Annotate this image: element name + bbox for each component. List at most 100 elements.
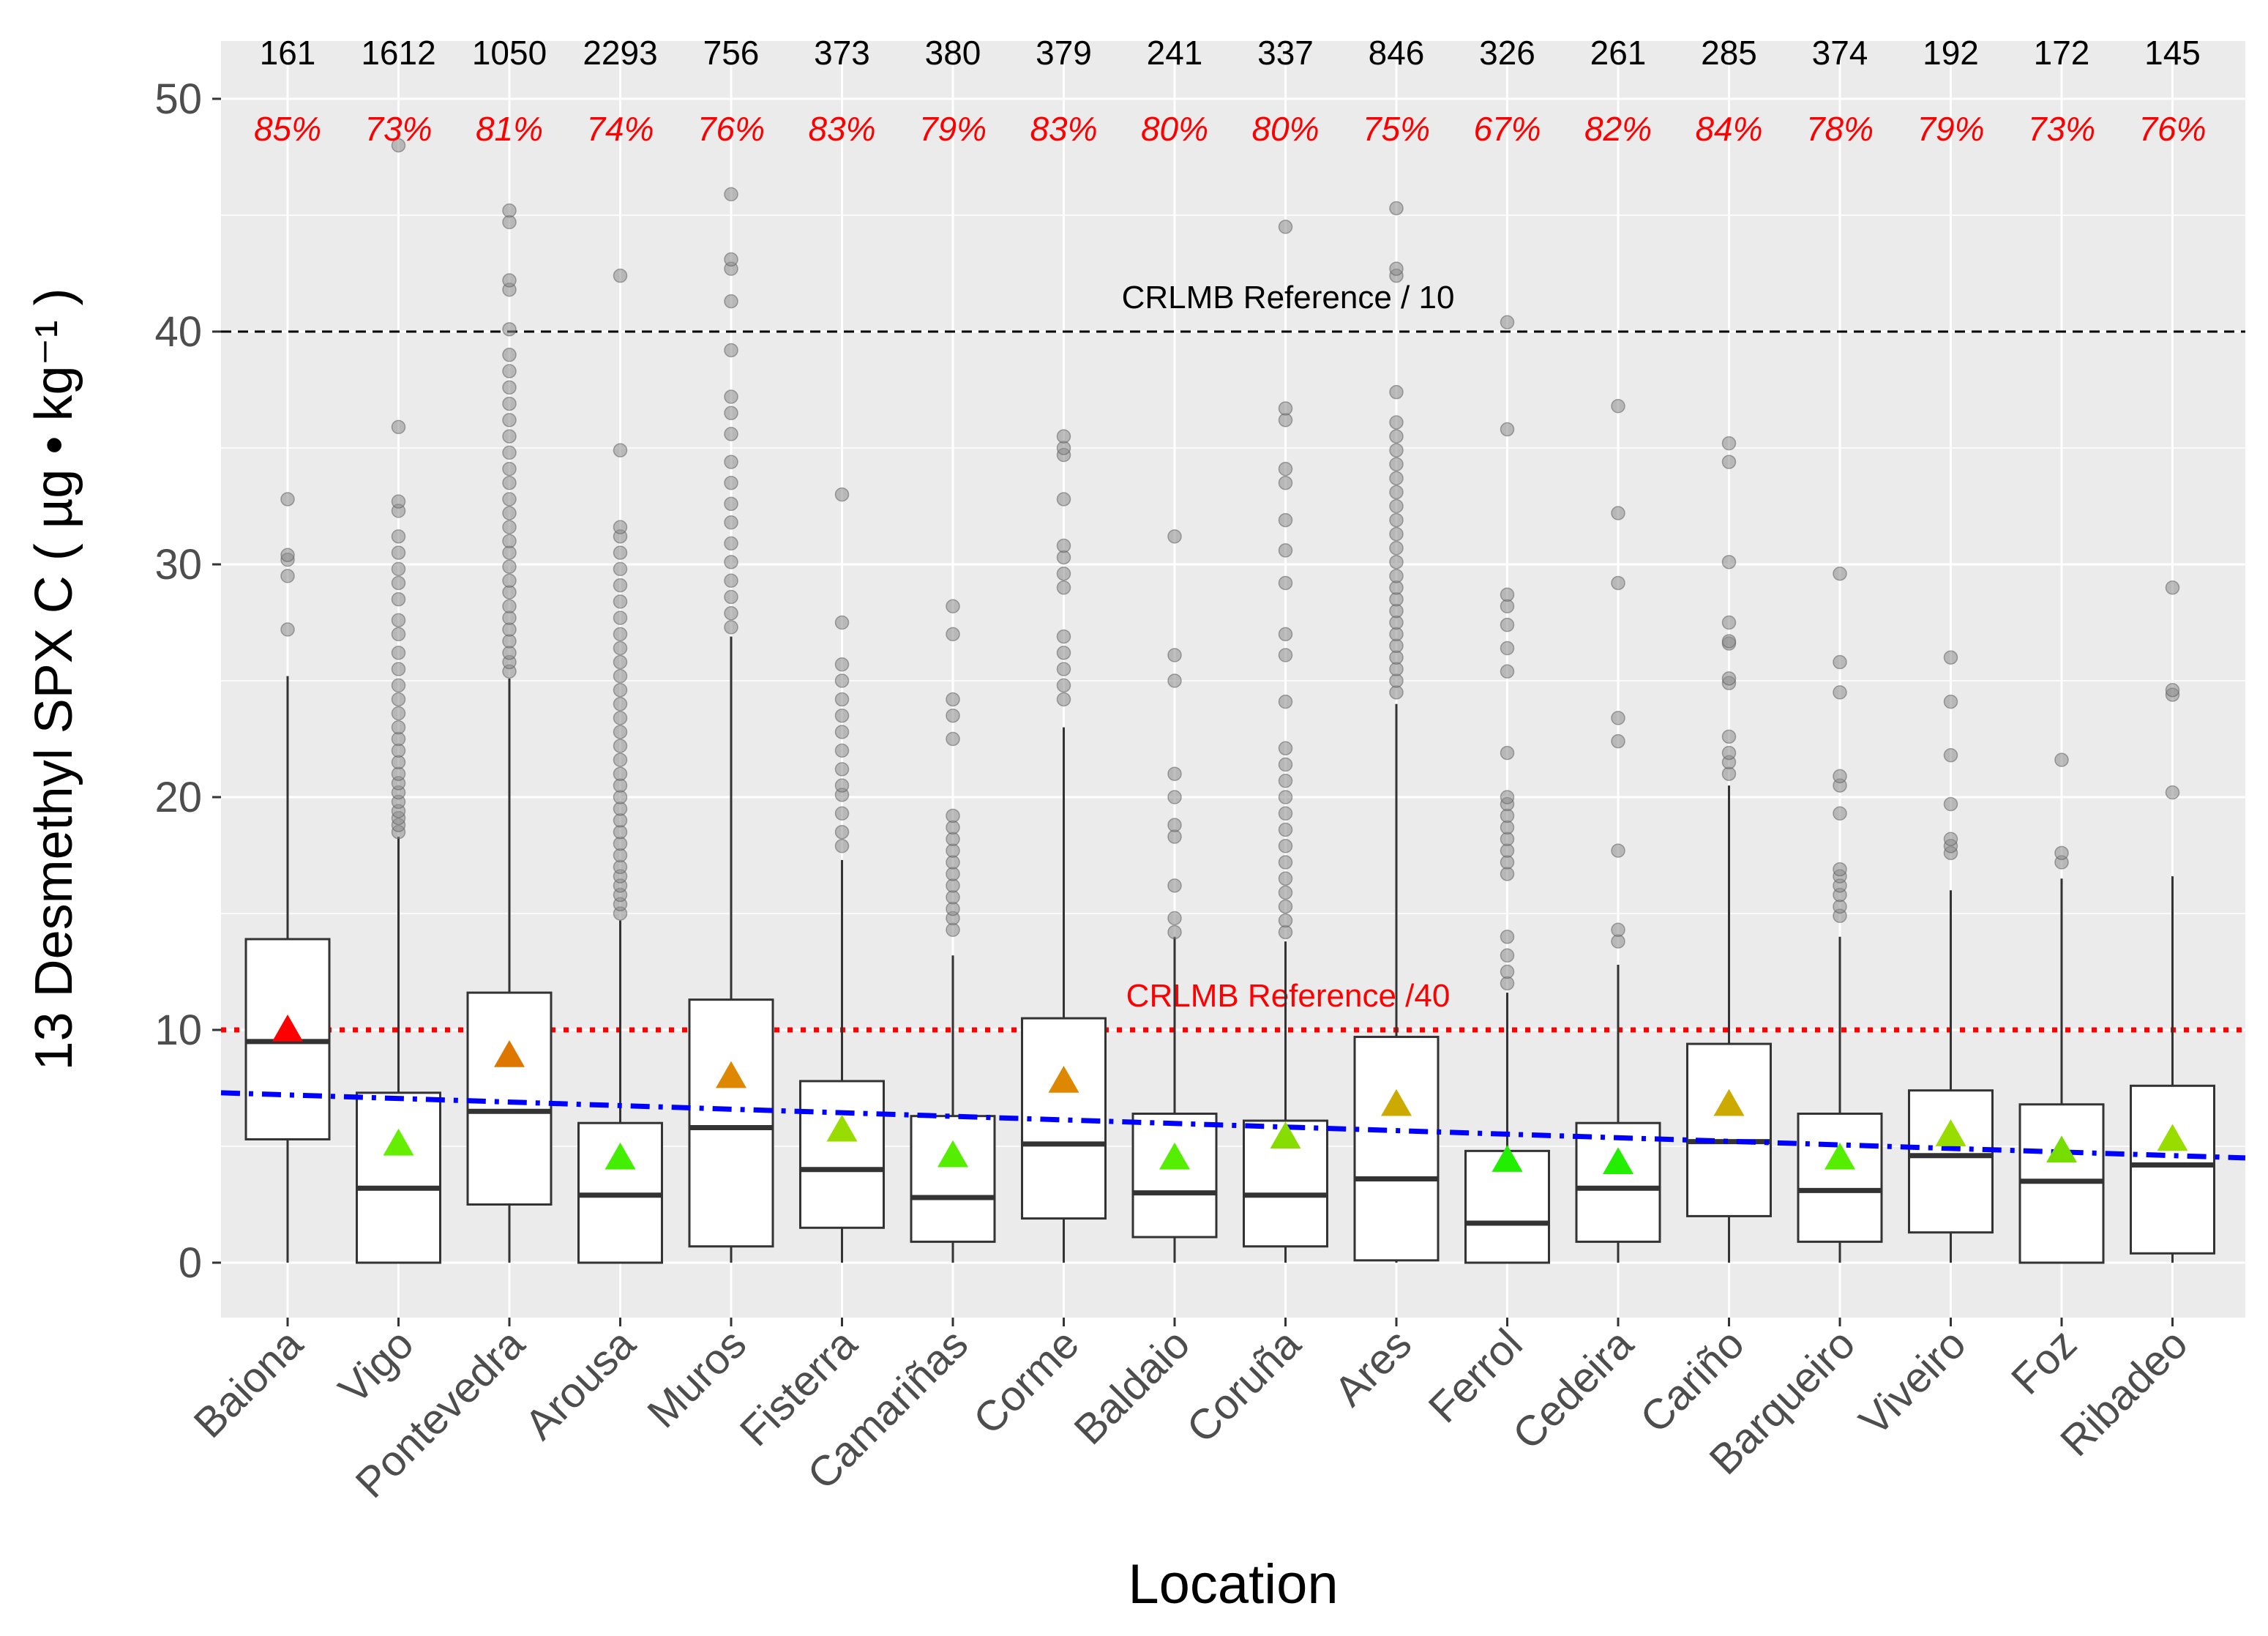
outlier-point (1167, 648, 1182, 662)
mean-triangle-marker (1935, 1119, 1966, 1146)
outlier-point (1056, 566, 1071, 581)
outlier-point (1943, 650, 1958, 665)
count-label: 2293 (583, 34, 657, 72)
mean-triangle-marker (1048, 1065, 1079, 1093)
outlier-point (1278, 822, 1293, 837)
box-iqr (1908, 1089, 1994, 1234)
outlier-point (1389, 384, 1404, 400)
count-label: 380 (925, 34, 981, 72)
outlier-point (391, 692, 406, 707)
mean-triangle-marker (2046, 1135, 2077, 1163)
percentage-label: 74% (586, 110, 654, 148)
outlier-point (391, 575, 406, 591)
outlier-point (724, 536, 738, 551)
y-tick-label: 40 (154, 308, 202, 356)
outlier-point (834, 778, 850, 793)
outlier-point (1500, 964, 1515, 979)
outlier-point (1056, 646, 1071, 660)
outlier-point (1167, 790, 1182, 804)
outlier-point (834, 839, 850, 854)
y-tick-label: 10 (154, 1006, 202, 1054)
count-label: 846 (1369, 34, 1425, 72)
outlier-point (724, 294, 738, 309)
percentage-label: 73% (364, 110, 432, 148)
outlier-point (1389, 261, 1404, 276)
outlier-point (613, 443, 628, 457)
outlier-point (502, 203, 517, 218)
outlier-point (1278, 806, 1293, 821)
outlier-point (1943, 748, 1958, 763)
outlier-point (1389, 415, 1404, 430)
outlier-point (724, 555, 738, 569)
count-label: 1050 (472, 34, 547, 72)
outlier-point (502, 534, 517, 548)
box-iqr (910, 1115, 996, 1243)
box-cedeira (1575, 964, 1661, 1263)
count-label: 373 (814, 34, 870, 72)
outlier-point (724, 187, 738, 202)
outlier-point (1056, 678, 1071, 693)
outlier-point (1056, 492, 1071, 507)
outlier-point (613, 766, 628, 781)
outlier-point (1389, 443, 1404, 457)
outlier-point (1943, 832, 1958, 846)
outlier-point (834, 725, 850, 739)
outlier-point (1278, 475, 1293, 490)
outlier-point (391, 138, 406, 153)
outlier-point (1389, 471, 1404, 486)
y-tick-label: 30 (154, 541, 202, 589)
mean-triangle-marker (716, 1061, 746, 1088)
outlier-point (1389, 540, 1404, 556)
outlier-point (280, 569, 295, 583)
outlier-point (834, 743, 850, 758)
outlier-point (1611, 733, 1625, 749)
outlier-point (613, 711, 628, 725)
outlier-point (613, 725, 628, 739)
outlier-point (1611, 922, 1625, 938)
percentage-label: 75% (1363, 110, 1430, 148)
outlier-point (613, 545, 628, 560)
outlier-point (1278, 694, 1293, 709)
percentage-label: 80% (1251, 110, 1319, 148)
outlier-point (1278, 627, 1293, 642)
outlier-point (834, 824, 850, 840)
outlier-point (2054, 752, 2069, 767)
outlier-points (280, 138, 2180, 991)
top-labels: 161 1612 1050 2293 756 373 380 379 241 337 846 326 2… (254, 34, 2207, 148)
outlier-point (1611, 843, 1625, 858)
outlier-point (391, 613, 406, 628)
outlier-point (1611, 575, 1625, 591)
outlier-point (1389, 555, 1404, 569)
percentage-label: 83% (808, 110, 875, 148)
outlier-point (1611, 506, 1625, 520)
y-tick-label: 50 (154, 75, 202, 123)
mean-triangle-marker (1159, 1142, 1190, 1170)
mean-triangle-marker (1713, 1088, 1745, 1116)
outlier-point (1721, 555, 1737, 569)
y-tick-label: 20 (154, 774, 202, 821)
outlier-point (946, 708, 960, 723)
mean-triangle-marker (1381, 1088, 1412, 1116)
box-iqr (688, 998, 774, 1248)
outlier-point (1278, 855, 1293, 870)
mean-triangle-marker (1824, 1142, 1855, 1170)
outlier-point (502, 492, 517, 507)
outlier-point (1278, 648, 1293, 662)
outlier-point (1500, 664, 1515, 679)
count-label: 261 (1590, 34, 1647, 72)
outlier-point (1167, 673, 1182, 688)
outlier-point (946, 808, 960, 823)
outlier-point (613, 520, 628, 534)
outlier-point (280, 548, 295, 563)
outlier-point (1833, 685, 1847, 700)
outlier-point (391, 545, 406, 560)
box-fisterra (799, 859, 885, 1263)
count-label: 285 (1701, 34, 1757, 72)
outlier-point (2165, 580, 2180, 595)
outlier-point (391, 720, 406, 735)
outlier-point (1389, 201, 1404, 216)
outlier-point (502, 380, 517, 395)
percentage-label: 85% (254, 110, 321, 148)
outlier-point (946, 627, 960, 642)
mean-triangle-marker (2157, 1124, 2188, 1151)
